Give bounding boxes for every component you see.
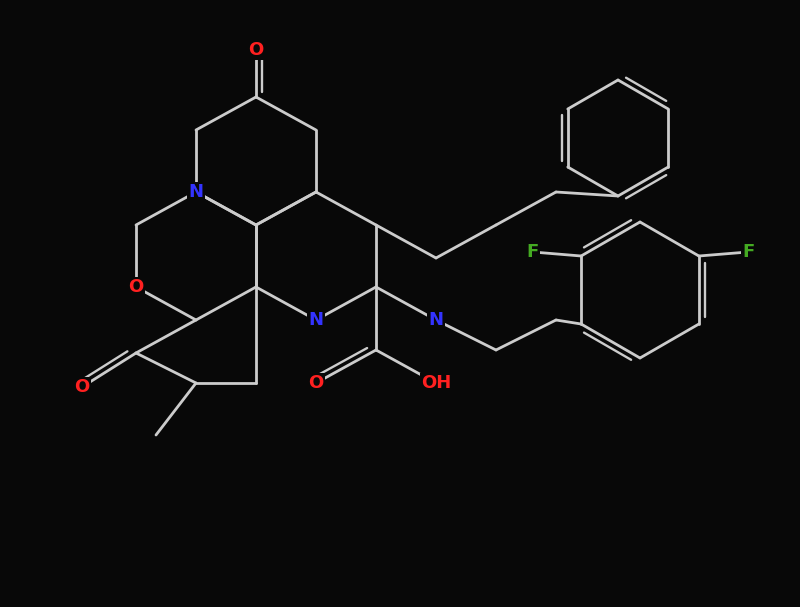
Text: N: N xyxy=(429,311,443,329)
Text: F: F xyxy=(742,243,754,261)
Text: O: O xyxy=(308,374,324,392)
Text: N: N xyxy=(309,311,323,329)
Text: O: O xyxy=(248,41,264,59)
Text: O: O xyxy=(74,378,90,396)
Text: N: N xyxy=(189,183,203,201)
Text: OH: OH xyxy=(421,374,451,392)
Text: F: F xyxy=(527,243,539,261)
Text: O: O xyxy=(128,278,144,296)
